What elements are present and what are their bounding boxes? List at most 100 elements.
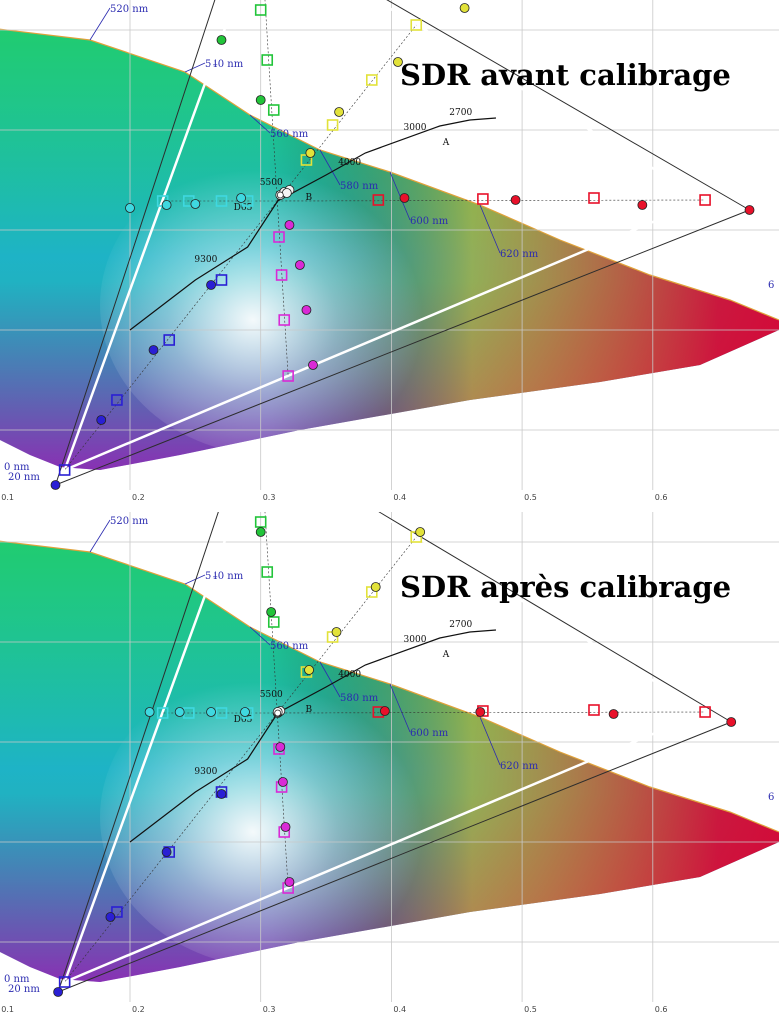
measured-point-green: [255, 527, 266, 537]
measured-point-blue: [161, 847, 172, 857]
measured-point-cyan: [174, 707, 185, 717]
x-tick-label-0: 0.5: [524, 493, 537, 502]
measured-point-green: [266, 607, 277, 617]
measured-point-cyan: [236, 193, 246, 203]
target-point-green: [261, 54, 274, 66]
target-point-green: [267, 104, 280, 116]
locus-label: 560 nm: [270, 129, 309, 140]
measured-point-magenta: [295, 260, 305, 270]
x-tick-label-0: 0.3: [263, 493, 276, 502]
locus-label: 600 nm: [410, 728, 449, 739]
target-point-green: [267, 616, 280, 628]
locus-label: 520 nm: [110, 516, 149, 527]
cct-label: 9300: [194, 255, 217, 265]
cct-label: 4000: [338, 670, 361, 680]
measured-point-blue: [206, 280, 216, 290]
measured-point-cyan: [161, 200, 172, 210]
x-tick-label-0: 0.6: [655, 493, 668, 502]
measured-point-magenta: [278, 777, 288, 787]
measured-point-blue: [53, 987, 64, 997]
cct-label: A: [442, 138, 450, 148]
target-point-green: [254, 516, 267, 528]
x-tick-label-1: 0.2: [132, 1005, 145, 1014]
locus-label: 600 nm: [410, 216, 449, 227]
measured-point-magenta: [308, 360, 318, 370]
measured-point-cyan: [144, 707, 155, 717]
measured-point-green: [216, 35, 227, 45]
measured-point-blue: [148, 345, 159, 355]
locus-label: 0 nm: [4, 974, 30, 985]
measured-point-blue: [96, 415, 107, 425]
measured-point-red: [475, 707, 486, 717]
measured-point-yellow: [334, 107, 345, 117]
cct-label: D65: [234, 203, 253, 213]
measured-point-blue: [105, 912, 116, 922]
measured-point-magenta: [284, 877, 295, 887]
grid-0: [0, 0, 779, 490]
measured-point-cyan: [125, 203, 135, 213]
measured-point-magenta: [301, 305, 312, 315]
target-point-yellow: [410, 19, 423, 31]
measured-point-magenta: [284, 220, 295, 230]
measured-point-yellow: [305, 148, 316, 158]
locus-label: 6: [768, 792, 774, 803]
target-point-red: [372, 194, 385, 206]
target-point-green: [261, 566, 274, 578]
saturation-lines-1: [64, 512, 706, 983]
measured-point-yellow: [370, 582, 381, 592]
chart-title-apres: SDR après calibrage: [400, 570, 732, 604]
x-tick-label-1: 0.4: [393, 1005, 406, 1014]
measured-point-cyan: [190, 199, 201, 209]
measured-point-blue: [216, 789, 227, 799]
locus-label: 620 nm: [500, 761, 539, 772]
chart-title-avant: SDR avant calibrage: [400, 58, 731, 92]
cct-label: A: [442, 650, 450, 660]
measured-points-1: [53, 527, 737, 997]
measured-point-yellow: [393, 57, 403, 67]
x-tick-label-1: 0.5: [524, 1005, 537, 1014]
locus-labels-1: 520 nm 540 nm 560 nm 580 nm 600 nm 620 nm 6 0 n…: [4, 516, 774, 995]
cct-label: 4000: [338, 158, 361, 168]
target-point-blue: [58, 976, 71, 988]
cct-label: 9300: [194, 767, 217, 777]
chart-svg-apres: 0.1 0.2 0.3 0.4 0.5 0.6 520 nm 540 nm 560 nm 580 …: [0, 512, 779, 1014]
cct-label: D65: [234, 715, 253, 725]
measured-point-magenta: [275, 742, 286, 752]
cct-label: 3000: [404, 123, 427, 133]
locus-label: 560 nm: [270, 641, 309, 652]
locus-label: 6: [768, 280, 774, 291]
x-tick-label-1: 0.3: [263, 1005, 276, 1014]
locus-labels-0: 520 nm 540 nm 560 nm 580 nm 600 nm 620 nm 6 0 n…: [4, 4, 774, 483]
locus-label: 540 nm: [205, 59, 244, 70]
target-point-red: [588, 704, 600, 716]
target-point-magenta: [282, 370, 294, 382]
x-tick-label-0: 0.2: [132, 493, 145, 502]
cct-label: 3000: [404, 635, 427, 645]
target-gamut-triangle-0: [62, 0, 708, 473]
target-point-red: [699, 706, 711, 718]
cct-label: 5500: [260, 690, 283, 700]
locus-label: 620 nm: [500, 249, 539, 260]
target-point-red: [477, 193, 489, 205]
locus-label: 20 nm: [8, 472, 40, 483]
chart-svg-avant: 0.1 0.2 0.3 0.4 0.5 0.6 520 nm 540 nm 560 nm 580 …: [0, 0, 779, 502]
measured-point-red: [608, 709, 619, 719]
target-point-red: [699, 194, 711, 206]
x-tick-label-0: 0.4: [393, 493, 406, 502]
saturation-lines-0: [64, 0, 706, 471]
locus-label: 540 nm: [205, 571, 244, 582]
measured-point-cyan: [206, 707, 216, 717]
measured-point-green: [255, 95, 266, 105]
target-point-blue: [58, 464, 71, 476]
measured-point-red: [379, 706, 390, 716]
cct-label: B: [306, 705, 313, 715]
target-point-blue: [163, 334, 176, 346]
x-tick-label-1: 0.6: [655, 1005, 668, 1014]
measured-point-white: [281, 188, 292, 198]
cct-label: 2700: [449, 108, 472, 118]
target-point-magenta: [273, 231, 285, 243]
measured-point-magenta: [280, 822, 291, 832]
locus-label: 520 nm: [110, 4, 149, 15]
measured-point-yellow: [331, 627, 342, 637]
cct-label: B: [306, 193, 313, 203]
